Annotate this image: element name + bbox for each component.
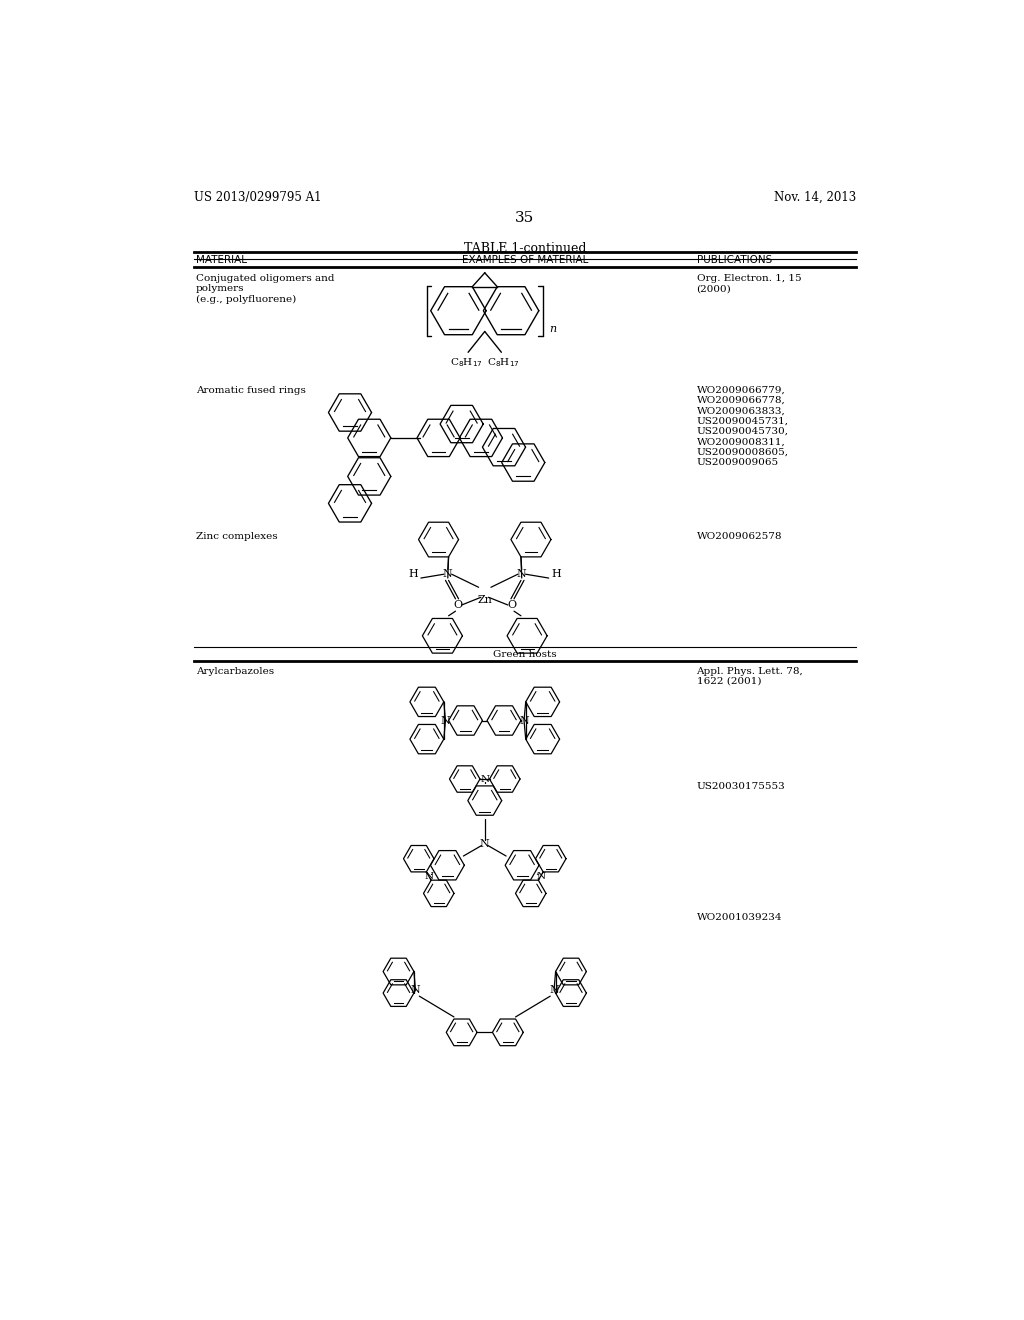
Text: MATERIAL: MATERIAL [196, 256, 247, 265]
Text: WO2009066779,
WO2009066778,
WO2009063833,
US20090045731,
US20090045730,
WO200900: WO2009066779, WO2009066778, WO2009063833… [696, 385, 788, 467]
Text: N: N [411, 985, 420, 995]
Text: N: N [517, 569, 526, 579]
Text: O: O [454, 601, 463, 610]
Text: N: N [443, 569, 453, 579]
Text: H: H [552, 569, 561, 579]
Text: N: N [519, 715, 529, 726]
Text: TABLE 1-continued: TABLE 1-continued [464, 242, 586, 255]
Text: H: H [409, 569, 418, 579]
Text: Org. Electron. 1, 15
(2000): Org. Electron. 1, 15 (2000) [696, 275, 801, 293]
Text: US20030175553: US20030175553 [696, 781, 785, 791]
Text: N: N [480, 838, 489, 849]
Text: Arylcarbazoles: Arylcarbazoles [196, 667, 274, 676]
Text: O: O [507, 601, 516, 610]
Text: PUBLICATIONS: PUBLICATIONS [696, 256, 772, 265]
Text: Green hosts: Green hosts [493, 649, 557, 659]
Text: WO2009062578: WO2009062578 [696, 532, 782, 541]
Text: N: N [424, 871, 433, 880]
Text: Zn: Zn [477, 594, 493, 605]
Text: N: N [549, 985, 559, 995]
Text: Aromatic fused rings: Aromatic fused rings [196, 385, 306, 395]
Text: N: N [440, 715, 451, 726]
Text: N: N [480, 775, 489, 784]
Text: EXAMPLES OF MATERIAL: EXAMPLES OF MATERIAL [462, 256, 588, 265]
Text: N: N [537, 871, 546, 880]
Text: C$_8$H$_{17}$: C$_8$H$_{17}$ [451, 356, 483, 370]
Text: US 2013/0299795 A1: US 2013/0299795 A1 [194, 191, 322, 203]
Text: Nov. 14, 2013: Nov. 14, 2013 [774, 191, 856, 203]
Text: n: n [549, 325, 556, 334]
Text: 35: 35 [515, 211, 535, 224]
Text: WO2001039234: WO2001039234 [696, 913, 782, 921]
Text: Appl. Phys. Lett. 78,
1622 (2001): Appl. Phys. Lett. 78, 1622 (2001) [696, 667, 803, 686]
Text: Conjugated oligomers and
polymers
(e.g., polyfluorene): Conjugated oligomers and polymers (e.g.,… [196, 275, 335, 304]
Text: Zinc complexes: Zinc complexes [196, 532, 278, 541]
Text: C$_8$H$_{17}$: C$_8$H$_{17}$ [486, 356, 519, 370]
